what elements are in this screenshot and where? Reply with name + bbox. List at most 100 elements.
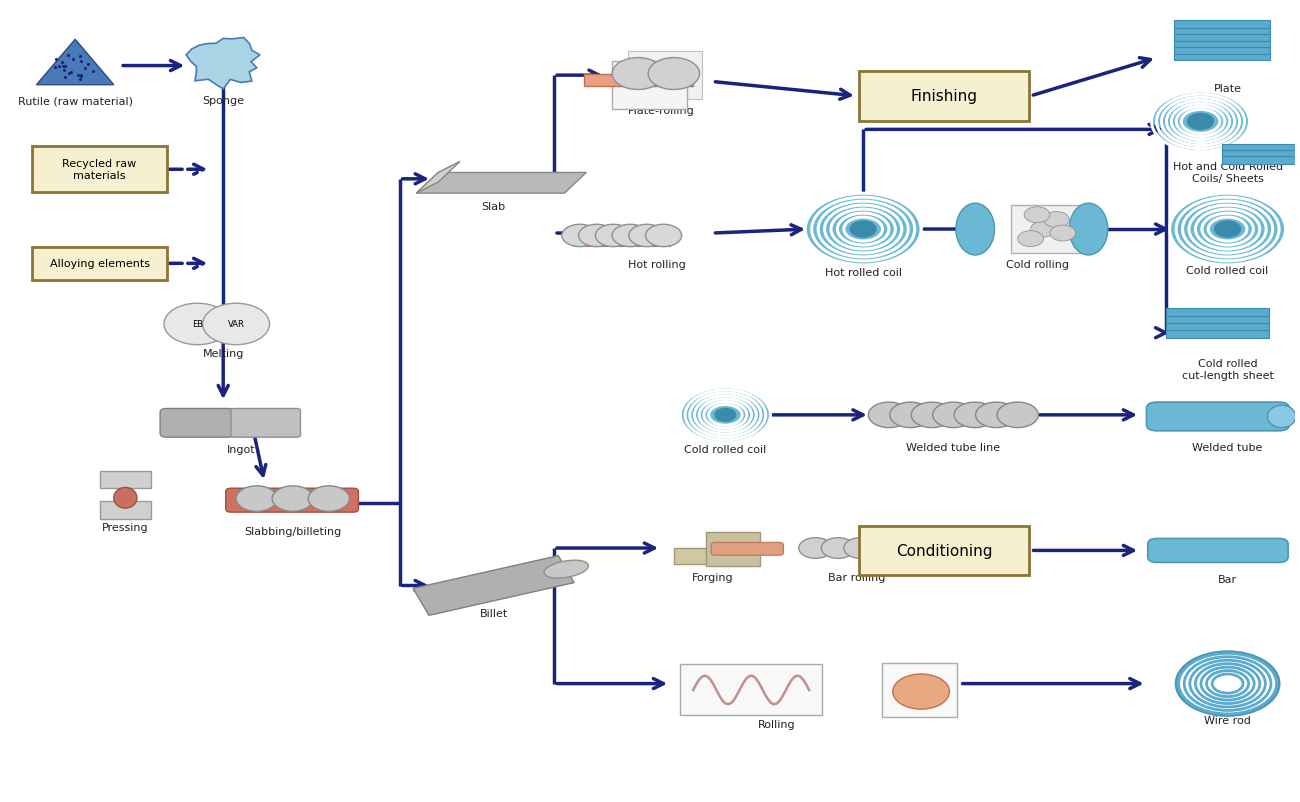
FancyBboxPatch shape [1174,21,1270,29]
FancyBboxPatch shape [628,52,702,100]
Circle shape [911,403,953,428]
Circle shape [1170,194,1286,265]
Circle shape [680,387,771,444]
Polygon shape [186,38,260,90]
FancyBboxPatch shape [1222,157,1297,165]
FancyBboxPatch shape [100,471,151,488]
Circle shape [578,225,615,247]
Circle shape [308,486,350,512]
Polygon shape [416,173,586,194]
Circle shape [1152,92,1249,152]
FancyBboxPatch shape [706,533,760,566]
Circle shape [850,222,876,237]
Circle shape [595,225,632,247]
Circle shape [997,403,1039,428]
Text: Bar: Bar [1218,574,1238,585]
Text: Forging: Forging [692,573,733,582]
Polygon shape [416,162,460,194]
FancyBboxPatch shape [883,663,957,717]
Text: Bar rolling: Bar rolling [828,573,885,582]
FancyBboxPatch shape [1174,40,1270,48]
Text: Welded tube line: Welded tube line [906,443,1001,452]
Text: Hot rolling: Hot rolling [628,259,686,269]
FancyBboxPatch shape [1174,47,1270,55]
Text: VAR: VAR [227,320,244,329]
Circle shape [164,304,231,345]
Circle shape [844,538,878,559]
FancyBboxPatch shape [1222,151,1297,159]
FancyBboxPatch shape [32,247,168,281]
Circle shape [612,59,663,91]
FancyBboxPatch shape [673,549,707,565]
Circle shape [822,538,855,559]
Circle shape [646,225,681,247]
Circle shape [868,403,910,428]
Circle shape [805,194,922,265]
Text: Plate: Plate [1214,84,1242,94]
Circle shape [272,486,313,512]
FancyBboxPatch shape [32,147,168,193]
FancyBboxPatch shape [1174,34,1270,42]
Circle shape [1214,222,1240,237]
FancyBboxPatch shape [711,543,784,556]
Ellipse shape [1268,406,1296,428]
FancyBboxPatch shape [1166,330,1269,338]
Polygon shape [36,40,114,86]
Circle shape [893,674,949,709]
Text: Alloying elements: Alloying elements [49,259,150,269]
Text: Hot rolled coil: Hot rolled coil [824,267,902,277]
Circle shape [562,225,598,247]
Text: Hot and Cold Rolled
Coils/ Sheets: Hot and Cold Rolled Coils/ Sheets [1173,162,1283,184]
Text: Pressing: Pressing [101,522,148,532]
Text: Cold rolled coil: Cold rolled coil [1187,265,1269,276]
FancyBboxPatch shape [859,72,1030,121]
Ellipse shape [543,561,589,578]
Circle shape [889,403,931,428]
Text: Rutile (raw material): Rutile (raw material) [18,96,133,106]
Ellipse shape [956,204,994,256]
FancyBboxPatch shape [859,526,1030,575]
Text: Welded tube: Welded tube [1192,443,1262,452]
Circle shape [629,225,664,247]
Circle shape [1031,222,1057,237]
Circle shape [1188,114,1213,130]
FancyBboxPatch shape [802,545,926,552]
FancyBboxPatch shape [1147,403,1290,431]
Circle shape [932,403,974,428]
FancyBboxPatch shape [1011,206,1082,253]
FancyBboxPatch shape [100,501,151,519]
Circle shape [1050,226,1075,241]
Text: Conditioning: Conditioning [896,543,993,558]
FancyBboxPatch shape [1222,144,1297,152]
Text: Plate-rolling: Plate-rolling [628,107,694,116]
Circle shape [203,304,269,345]
FancyBboxPatch shape [1148,539,1288,563]
Polygon shape [413,556,575,616]
FancyBboxPatch shape [231,409,300,438]
FancyBboxPatch shape [584,75,693,87]
Text: EB: EB [192,320,203,329]
FancyBboxPatch shape [876,414,1031,419]
Text: Wire rod: Wire rod [1204,715,1251,726]
FancyBboxPatch shape [1166,323,1269,331]
Circle shape [237,486,277,512]
FancyBboxPatch shape [680,664,822,715]
FancyBboxPatch shape [160,409,235,438]
Circle shape [649,59,699,91]
Text: Billet: Billet [480,608,508,618]
Circle shape [889,538,923,559]
Text: Finishing: Finishing [911,89,978,104]
Text: Sponge: Sponge [203,96,244,106]
FancyBboxPatch shape [1174,27,1270,35]
Circle shape [866,538,900,559]
Circle shape [954,403,996,428]
FancyBboxPatch shape [1174,53,1270,61]
Ellipse shape [1069,204,1108,256]
Circle shape [1024,208,1050,224]
Text: Slabbing/billeting: Slabbing/billeting [244,527,342,537]
Circle shape [715,409,736,422]
FancyBboxPatch shape [573,237,670,246]
FancyBboxPatch shape [226,488,359,512]
FancyBboxPatch shape [1166,309,1269,317]
Circle shape [1044,213,1069,229]
